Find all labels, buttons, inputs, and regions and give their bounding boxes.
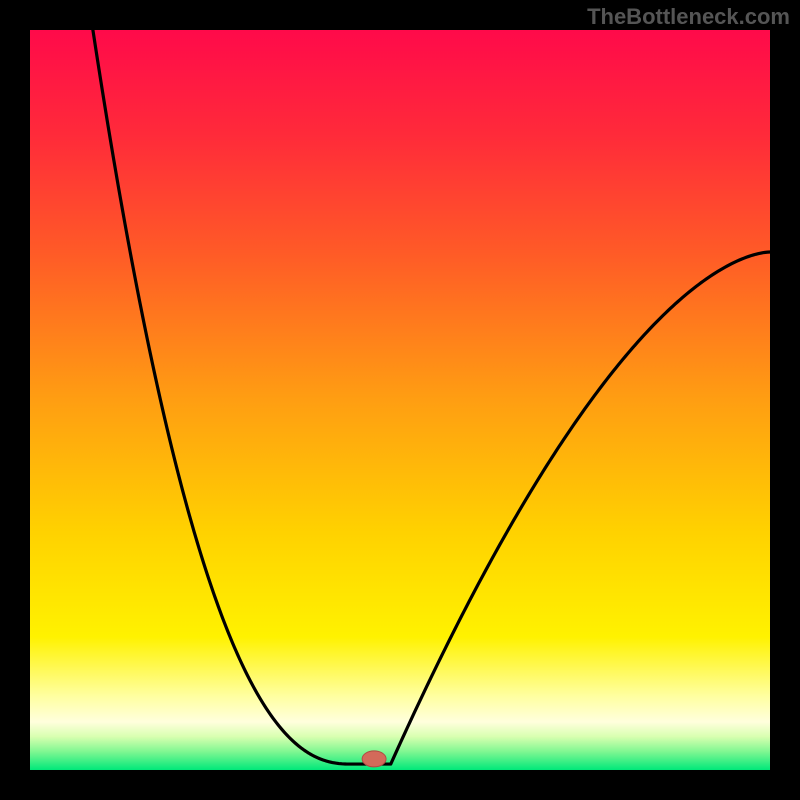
plot-area xyxy=(30,30,770,770)
chart-container: TheBottleneck.com xyxy=(0,0,800,800)
optimal-marker xyxy=(362,751,386,767)
bottleneck-chart xyxy=(0,0,800,800)
watermark-label: TheBottleneck.com xyxy=(587,4,790,30)
